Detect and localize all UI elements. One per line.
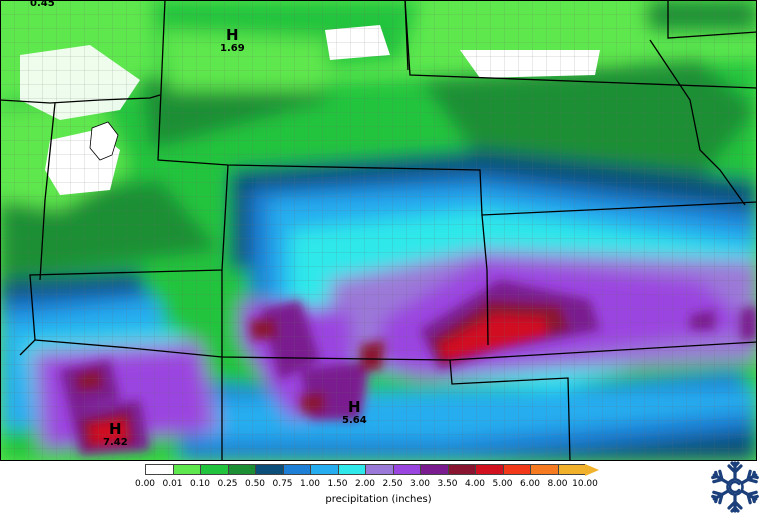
legend-tick-label: 4.00	[464, 479, 486, 489]
precip-legend: 0.00 0.01 0.10 0.25 0.50 0.75 1.00 1.50 2.00 2.50…	[135, 463, 615, 511]
legend-ticks: 0.00 0.01 0.10 0.25 0.50 0.75 1.00 1.50 2.00 2.50…	[135, 479, 625, 491]
state-borders	[0, 0, 757, 461]
legend-swatch	[530, 464, 558, 475]
legend-tick-label: 6.00	[519, 479, 541, 489]
legend-tick-label: 2.50	[382, 479, 403, 489]
legend-tick-label: 2.00	[354, 479, 376, 489]
legend-arrow-icon	[585, 463, 599, 476]
high-value-central: 5.64	[342, 415, 367, 426]
legend-colorbar	[145, 463, 599, 476]
max-value-nw: 0.45	[30, 0, 55, 9]
high-marker-sw: H 7.42	[103, 420, 128, 449]
legend-swatch	[227, 464, 255, 475]
legend-swatch	[200, 464, 228, 475]
legend-tick-label: 8.00	[547, 479, 568, 489]
legend-tick-label: 0.00	[134, 479, 156, 489]
snowflake-logo-icon	[708, 460, 762, 514]
legend-swatch	[255, 464, 283, 475]
legend-swatch	[337, 464, 365, 475]
legend-tick-label: 3.50	[437, 479, 458, 489]
legend-title: precipitation (inches)	[325, 494, 432, 505]
legend-tick-label: 0.01	[162, 479, 183, 489]
lake-gsl	[89, 121, 119, 161]
legend-tick-label: 1.00	[299, 479, 321, 489]
legend-swatch	[282, 464, 310, 475]
high-letter-central: H	[348, 398, 361, 416]
max-label-nw: 0.45	[30, 0, 55, 9]
legend-swatch	[420, 464, 448, 475]
legend-tick-label: 0.75	[272, 479, 293, 489]
legend-tick-label: 10.00	[572, 479, 598, 489]
legend-swatch	[502, 464, 530, 475]
legend-tick-label: 0.50	[244, 479, 266, 489]
legend-swatch	[447, 464, 475, 475]
high-letter-sw: H	[109, 420, 122, 438]
legend-swatch	[172, 464, 200, 475]
legend-swatch	[557, 464, 585, 475]
legend-tick-label: 1.50	[327, 479, 348, 489]
legend-swatch	[365, 464, 393, 475]
legend-tick-label: 0.10	[189, 479, 211, 489]
high-value-north: 1.69	[220, 43, 245, 54]
legend-tick-label: 3.00	[409, 479, 431, 489]
high-marker-north: H 1.69	[220, 26, 245, 55]
legend-swatch	[310, 464, 338, 475]
high-value-sw: 7.42	[103, 437, 128, 448]
high-letter-north: H	[226, 26, 239, 44]
legend-tick-label: 5.00	[492, 479, 513, 489]
high-marker-central: H 5.64	[342, 398, 367, 427]
legend-swatch	[475, 464, 503, 475]
legend-swatch	[145, 464, 173, 475]
county-grid	[0, 0, 757, 461]
legend-tick-label: 0.25	[217, 479, 238, 489]
precipitation-map	[0, 0, 757, 461]
legend-swatch	[392, 464, 420, 475]
